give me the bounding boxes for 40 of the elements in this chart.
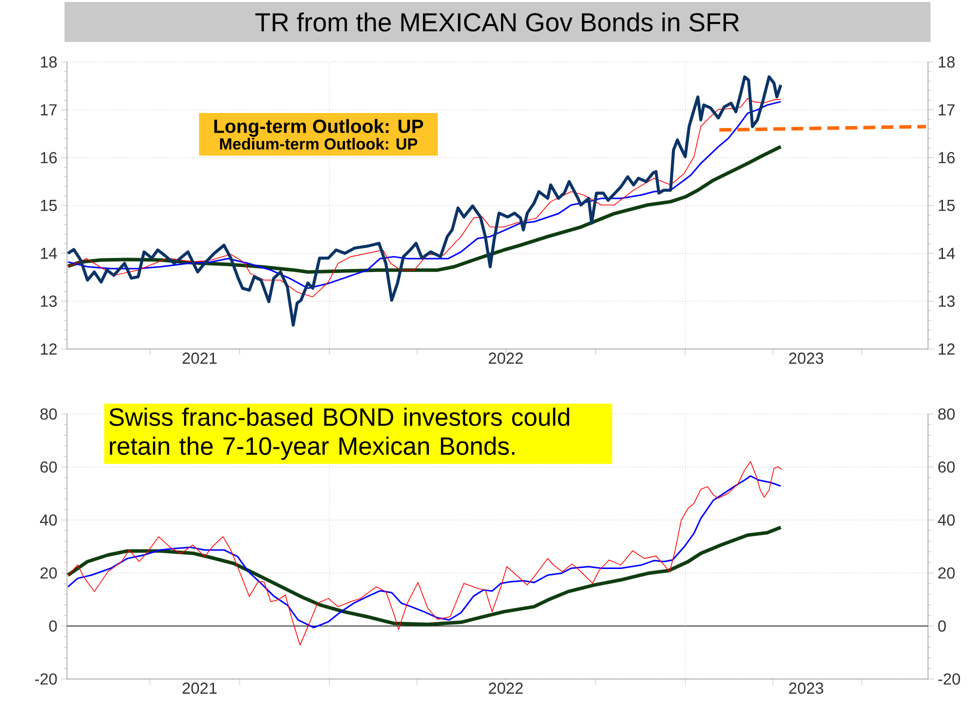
y2-tick-label: 14 (938, 248, 955, 259)
y2-tick-label: 16 (938, 152, 955, 164)
y-tick-label: 0 (49, 620, 57, 632)
y2-tick-label: 18 (938, 56, 955, 68)
y-tick-label: 60 (40, 461, 57, 473)
x-tick-label: 2023 (789, 352, 824, 364)
line-series (67, 526, 783, 626)
annotation: Medium-term Outlook: UP (220, 138, 418, 150)
y2-tick-label: 15 (938, 200, 955, 212)
y-tick-label: 12 (40, 343, 57, 355)
y-tick-label: 80 (40, 408, 57, 420)
y2-tick-label: 0 (938, 620, 946, 632)
x-tick-label: 2021 (182, 682, 217, 694)
y-tick-label: 20 (40, 567, 57, 579)
y-tick-label: 15 (40, 200, 57, 212)
annotation: Swiss franc-based BOND investors could retain the 7-10-year Mexican Bonds. (109, 408, 570, 460)
y2-tick-label: 20 (938, 567, 955, 579)
x-tick-label: 2022 (488, 682, 523, 694)
y-tick-label: -20 (35, 673, 57, 685)
x-tick-label: 2022 (488, 352, 523, 364)
y2-tick-label: -20 (938, 673, 960, 685)
y2-tick-label: 12 (938, 343, 955, 355)
x-tick-label: 2021 (182, 352, 217, 364)
line-series (67, 75, 782, 327)
y2-tick-label: 13 (938, 296, 955, 307)
chart-title: TR from the MEXICAN Gov Bonds in SFR (255, 12, 739, 32)
y-tick-label: 40 (40, 514, 57, 526)
y-tick-label: 14 (40, 248, 57, 259)
y-tick-label: 18 (40, 56, 57, 68)
y2-tick-label: 80 (938, 408, 955, 420)
y2-tick-label: 40 (938, 514, 955, 526)
y-tick-label: 13 (40, 296, 57, 307)
y2-tick-label: 60 (938, 461, 955, 473)
annotation: Long-term Outlook: UP (214, 119, 424, 137)
y-tick-label: 16 (40, 152, 57, 164)
line-series (67, 475, 782, 628)
line-series (68, 461, 782, 646)
y-tick-label: 17 (40, 104, 57, 116)
y2-tick-label: 17 (938, 104, 955, 116)
x-tick-label: 2023 (789, 682, 824, 694)
